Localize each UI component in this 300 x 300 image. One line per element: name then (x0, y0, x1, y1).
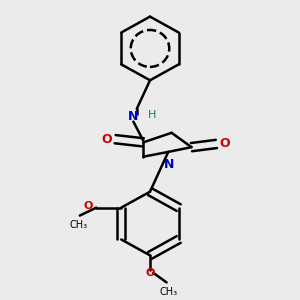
Text: O: O (83, 201, 92, 211)
Text: CH₃: CH₃ (159, 287, 177, 297)
Text: N: N (164, 158, 174, 171)
Text: H: H (148, 110, 156, 120)
Text: O: O (102, 133, 112, 146)
Text: O: O (145, 268, 155, 278)
Text: N: N (128, 110, 139, 123)
Text: O: O (219, 137, 230, 151)
Text: CH₃: CH₃ (69, 220, 87, 230)
